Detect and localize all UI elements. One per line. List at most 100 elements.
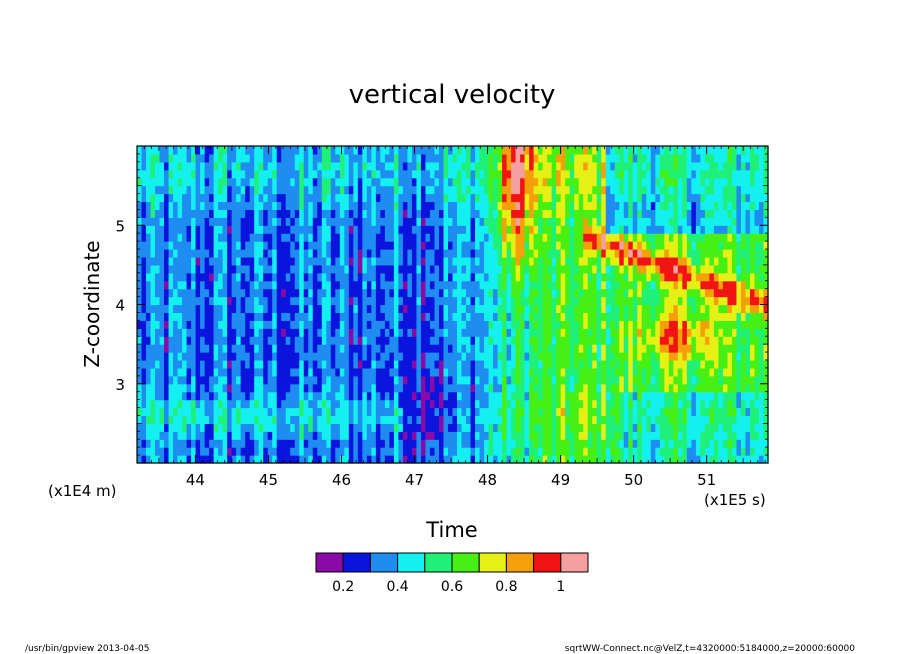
heatmap-cell xyxy=(312,304,318,314)
heatmap-cell xyxy=(506,280,512,290)
heatmap-cell xyxy=(276,367,282,377)
heatmap-cell xyxy=(502,169,508,179)
heatmap-cell xyxy=(488,399,494,409)
heatmap-cell xyxy=(691,423,697,432)
heatmap-cell xyxy=(578,185,584,195)
heatmap-cell xyxy=(353,312,359,321)
heatmap-cell xyxy=(348,264,354,274)
heatmap-cell xyxy=(155,225,161,234)
heatmap-cell xyxy=(285,264,291,274)
heatmap-cell xyxy=(574,447,580,456)
heatmap-cell xyxy=(182,320,188,329)
heatmap-cell xyxy=(470,391,476,401)
heatmap-cell xyxy=(587,272,593,282)
heatmap-cell xyxy=(538,201,544,210)
heatmap-cell xyxy=(245,391,251,401)
heatmap-cell xyxy=(272,391,278,401)
heatmap-cell xyxy=(335,415,341,424)
heatmap-cell xyxy=(479,161,485,171)
heatmap-cell xyxy=(502,209,508,218)
heatmap-cell xyxy=(664,193,670,203)
heatmap-cell xyxy=(209,161,215,171)
heatmap-cell xyxy=(285,344,291,353)
heatmap-cell xyxy=(384,399,390,409)
heatmap-cell xyxy=(515,383,521,393)
heatmap-cell xyxy=(411,407,418,417)
heatmap-cell xyxy=(673,169,679,179)
heatmap-cell xyxy=(290,272,296,282)
heatmap-cell xyxy=(587,415,593,424)
heatmap-cell xyxy=(321,209,327,218)
heatmap-cell xyxy=(380,256,386,266)
heatmap-cell xyxy=(285,153,291,163)
heatmap-cell xyxy=(299,328,305,337)
heatmap-cell xyxy=(281,272,287,282)
heatmap-cell xyxy=(587,264,593,274)
heatmap-cell xyxy=(434,359,440,369)
heatmap-cell xyxy=(623,169,629,179)
heatmap-cell xyxy=(254,185,260,195)
heatmap-cell xyxy=(362,193,368,203)
heatmap-cell xyxy=(502,161,508,171)
heatmap-cell xyxy=(263,225,269,234)
heatmap-cell xyxy=(186,264,192,274)
heatmap-cell xyxy=(384,328,390,337)
heatmap-cell xyxy=(529,431,535,440)
heatmap-cell xyxy=(141,367,147,377)
heatmap-cell xyxy=(619,146,625,155)
heatmap-cell xyxy=(155,447,161,456)
heatmap-cell xyxy=(619,225,625,234)
heatmap-cell xyxy=(583,185,589,195)
heatmap-cell xyxy=(443,264,449,274)
heatmap-cell xyxy=(623,217,629,226)
heatmap-cell xyxy=(619,399,625,409)
heatmap-cell xyxy=(195,225,201,234)
heatmap-cell xyxy=(443,431,449,440)
heatmap-cell xyxy=(317,352,323,361)
heatmap-cell xyxy=(281,217,287,226)
heatmap-cell xyxy=(628,423,634,432)
heatmap-cell xyxy=(565,328,571,337)
heatmap-cell xyxy=(371,439,377,448)
heatmap-cell xyxy=(447,288,454,298)
heatmap-cell xyxy=(209,367,215,377)
heatmap-cell xyxy=(447,423,454,432)
heatmap-cell xyxy=(447,439,454,448)
heatmap-cell xyxy=(493,177,499,187)
heatmap-cell xyxy=(348,320,354,329)
heatmap-cell xyxy=(353,344,359,353)
heatmap-cell xyxy=(159,217,165,226)
heatmap-cell xyxy=(420,177,427,187)
heatmap-cell xyxy=(520,217,526,226)
heatmap-cell xyxy=(213,193,219,203)
heatmap-cell xyxy=(691,304,697,314)
heatmap-cell xyxy=(389,225,395,234)
heatmap-cell xyxy=(294,423,300,432)
heatmap-cell xyxy=(560,415,566,424)
heatmap-cell xyxy=(551,352,557,361)
heatmap-cell xyxy=(551,241,557,250)
heatmap-cell xyxy=(533,312,539,321)
heatmap-cell xyxy=(272,280,278,290)
heatmap-cell xyxy=(438,288,445,298)
heatmap-cell xyxy=(596,447,602,456)
heatmap-cell xyxy=(344,375,350,385)
heatmap-cell xyxy=(137,233,143,242)
heatmap-cell xyxy=(137,225,143,234)
heatmap-cell xyxy=(281,233,287,242)
heatmap-cell xyxy=(195,344,201,353)
heatmap-cell xyxy=(326,193,332,203)
heatmap-cell xyxy=(326,352,332,361)
heatmap-cell xyxy=(502,201,508,210)
heatmap-cell xyxy=(186,161,192,171)
heatmap-cell xyxy=(245,264,251,274)
heatmap-cell xyxy=(285,383,291,393)
heatmap-cell xyxy=(330,280,336,290)
heatmap-cell xyxy=(497,280,503,290)
heatmap-cell xyxy=(447,336,454,345)
heatmap-cell xyxy=(520,177,526,187)
heatmap-cell xyxy=(281,249,287,258)
heatmap-cell xyxy=(249,312,255,321)
heatmap-cell xyxy=(137,296,143,306)
heatmap-cell xyxy=(308,375,314,385)
